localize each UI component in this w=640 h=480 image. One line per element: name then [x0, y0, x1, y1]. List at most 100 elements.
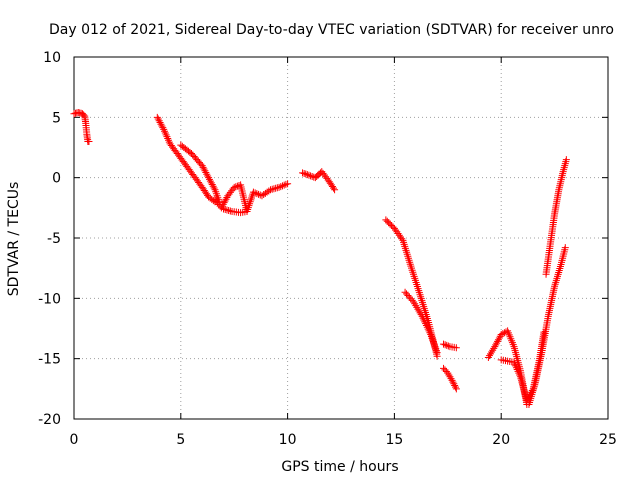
axis-ticks — [73, 56, 609, 420]
data-point-marker — [441, 341, 449, 349]
data-point-marker — [162, 131, 170, 139]
data-point-marker — [208, 181, 216, 189]
data-point-marker — [493, 339, 501, 347]
data-point-marker — [243, 207, 251, 215]
data-point-marker — [160, 125, 168, 133]
data-point-marker — [299, 169, 307, 177]
data-point-marker — [446, 373, 454, 381]
y-tick-label: -10 — [38, 291, 61, 307]
chart-title: Day 012 of 2021, Sidereal Day-to-day VTE… — [49, 22, 614, 38]
data-point-marker — [426, 329, 434, 337]
y-tick-label: 5 — [52, 110, 61, 126]
data-point-marker — [441, 366, 449, 374]
data-point-marker — [398, 235, 406, 243]
data-point-marker — [277, 183, 285, 191]
data-point-marker — [422, 321, 430, 329]
data-point-marker — [158, 122, 166, 130]
data-point-marker — [412, 302, 420, 310]
data-point-marker — [516, 371, 524, 379]
data-point-marker — [415, 307, 423, 315]
data-point-marker — [157, 120, 165, 128]
y-tick-label: -15 — [38, 352, 61, 368]
data-point-marker — [305, 171, 313, 179]
data-point-marker — [200, 165, 208, 173]
x-tick-label: 15 — [385, 432, 403, 448]
data-point-marker — [156, 119, 164, 127]
data-point-marker — [201, 167, 209, 175]
data-point-marker — [220, 199, 228, 207]
data-point-marker — [494, 336, 502, 344]
data-point-marker — [495, 334, 503, 342]
data-point-marker — [202, 168, 210, 176]
data-point-marker — [410, 298, 418, 306]
data-point-marker — [155, 117, 163, 125]
data-point-marker — [265, 187, 273, 195]
data-point-marker — [425, 327, 433, 335]
data-point-marker — [233, 182, 241, 190]
y-tick-label: 0 — [52, 171, 61, 187]
data-point-marker — [424, 325, 432, 333]
x-tick-label: 0 — [70, 432, 79, 448]
data-point-marker — [280, 181, 288, 189]
data-point-marker — [205, 175, 213, 183]
data-point-marker — [510, 358, 518, 366]
x-axis-label: GPS time / hours — [281, 459, 398, 475]
data-point-marker — [246, 198, 254, 206]
data-point-marker — [420, 316, 428, 324]
x-tick-label: 10 — [279, 432, 297, 448]
data-point-marker — [451, 383, 459, 391]
x-tick-labels: 0 5 10 15 20 25 — [70, 432, 617, 448]
data-point-marker — [416, 309, 424, 317]
x-tick-label: 25 — [599, 432, 617, 448]
data-point-marker — [153, 113, 161, 121]
data-point-marker — [405, 293, 413, 301]
data-point-marker — [448, 376, 456, 384]
y-tick-label: -20 — [38, 412, 61, 428]
data-point-marker — [403, 290, 411, 298]
data-point-marker — [161, 129, 169, 137]
data-point-marker — [485, 352, 493, 360]
data-point-marker — [330, 184, 338, 192]
data-point-marker — [154, 115, 162, 123]
data-point-marker — [251, 189, 259, 197]
data-point-marker — [512, 362, 520, 370]
data-point-marker — [414, 305, 422, 313]
y-tick-label: 10 — [43, 50, 61, 66]
data-point-marker — [222, 195, 230, 203]
data-point-marker — [331, 186, 339, 194]
data-point-marker — [164, 134, 172, 142]
data-point-marker — [449, 378, 457, 386]
data-point-marker — [440, 364, 448, 372]
data-point-marker — [444, 342, 452, 350]
data-point-marker — [443, 341, 451, 349]
data-point-marker — [452, 385, 460, 393]
data-point-marker — [417, 311, 425, 319]
data-point-marker — [209, 182, 217, 190]
data-point-marker — [433, 349, 441, 357]
data-point-marker — [488, 348, 496, 356]
data-point-marker — [198, 162, 206, 170]
data-point-marker — [497, 331, 505, 339]
data-point-marker — [165, 136, 173, 144]
data-point-marker — [199, 163, 207, 171]
data-point-marker — [562, 156, 570, 164]
x-tick-label: 20 — [492, 432, 510, 448]
data-point-marker — [310, 173, 318, 181]
data-point-marker — [404, 292, 412, 300]
data-point-marker — [515, 369, 523, 377]
data-point-marker — [407, 295, 415, 303]
data-point-marker — [494, 337, 502, 345]
data-point-marker — [247, 196, 255, 204]
data-point-marker — [418, 312, 426, 320]
data-point-marker — [422, 320, 430, 328]
data-point-marker — [205, 174, 213, 182]
data-point-marker — [514, 367, 522, 375]
data-point-marker — [300, 169, 308, 177]
data-point-marker — [450, 380, 458, 388]
data-point-marker — [303, 171, 311, 179]
data-point-marker — [221, 197, 229, 205]
data-point-marker — [419, 314, 427, 322]
data-point-marker — [440, 340, 448, 348]
data-point-marker — [512, 364, 520, 372]
